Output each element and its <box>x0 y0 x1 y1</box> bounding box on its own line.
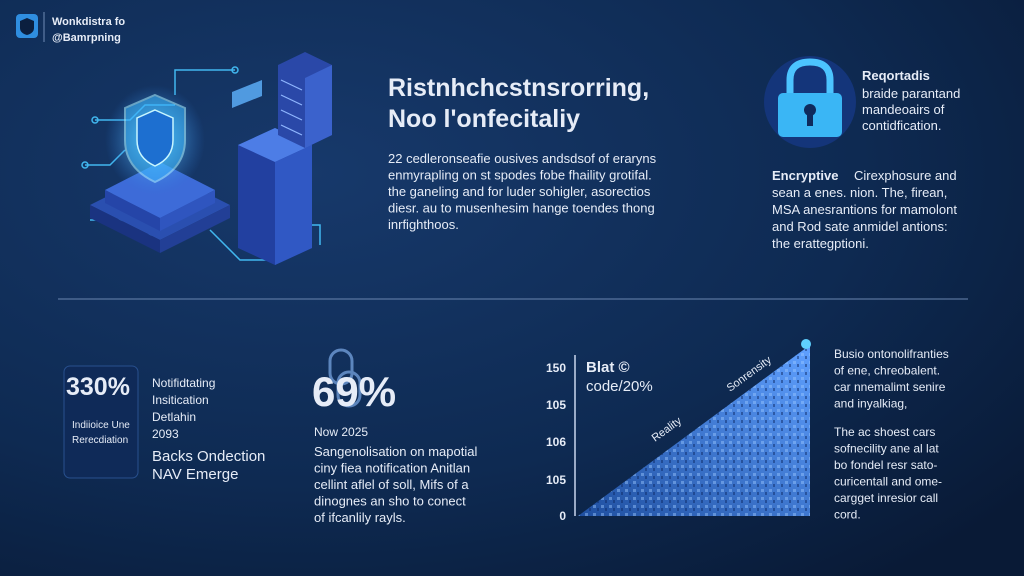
right-text: Busio ontonolifranties of ene, chreobalen… <box>834 347 949 411</box>
stat-text: Indiioice Une <box>72 420 130 431</box>
notify-text: Insitication <box>152 393 209 407</box>
notify-accent: Backs Ondection <box>152 448 265 465</box>
graph-tick-label: 0 <box>559 509 566 523</box>
logo-icon <box>16 12 45 42</box>
encryptive-text: the erattegptioni. <box>772 236 869 251</box>
right-text: curicentall and ome- <box>834 475 942 489</box>
intro-text: the ganeling and for luder sohigler, aso… <box>388 184 651 199</box>
right-text: car nnemalimt senire <box>834 380 946 394</box>
logo-text: @Bamrpning <box>52 32 121 44</box>
encryptive-text: and Rod sate anmidel antions: <box>772 219 948 234</box>
right-text: bo fondel resr sato- <box>834 458 937 472</box>
graph-label: Blat © <box>586 359 630 376</box>
right-text: cargget inresior call <box>834 491 938 505</box>
stat-text: Rerecdiation <box>72 435 128 446</box>
encryptive-text: sean a enes. nion. The, firean, MSA anesr… <box>772 185 957 251</box>
intro-text: diesr. au to musenhesim hange toendes th… <box>388 201 655 216</box>
stat-value: 330% <box>66 373 130 401</box>
stat-text: dinognes an sho to conect <box>314 494 466 509</box>
stat-text: of ifcanlily rayls. <box>314 510 406 525</box>
stat-value: 69% <box>312 368 396 415</box>
panel-text: contidfication. <box>862 118 942 133</box>
right-text: cord. <box>834 508 861 522</box>
right-text: The ac shoest cars sofnecility ane al lat… <box>834 425 942 522</box>
illustration <box>90 52 332 265</box>
stat-text: Sangenolisation on mapotial ciny fiea not… <box>314 444 477 525</box>
graph-ticks: 150 105 106 105 0 <box>546 361 566 523</box>
notify-accent: NAV Emerge <box>152 466 238 483</box>
headline: Ristnhchcstnsrorring, <box>388 74 649 102</box>
notify-text: 2093 <box>152 427 179 441</box>
notify-text: Detlahin <box>152 410 196 424</box>
encryptive-text: Cirexphosure and <box>854 168 957 183</box>
intro-text: 22 cedleronseafie ousives andsdsof of er… <box>388 151 657 232</box>
right-text: Busio ontonolifranties <box>834 347 949 361</box>
headline: Noo l'onfecitaliy <box>388 105 580 133</box>
graph-tick-label: 150 <box>546 361 566 375</box>
right-text: The ac shoest cars <box>834 425 935 439</box>
graph-tick-label: 106 <box>546 435 566 449</box>
right-text: sofnecility ane al lat <box>834 442 939 456</box>
logo-text: Wonkdistra fo <box>52 16 125 28</box>
right-text: and inyalkiag, <box>834 397 907 411</box>
stat-sub: Now 2025 <box>314 425 368 439</box>
graph-label: code/20% <box>586 378 653 395</box>
graph-marker <box>801 339 811 349</box>
graph-tick-label: 105 <box>546 398 566 412</box>
intro-text: 22 cedleronseafie ousives andsdsof of er… <box>388 151 657 166</box>
stat-text: Indiioice Une Rerecdiation <box>72 420 130 446</box>
stat-text: cellint aflel of soll, Mifs of a <box>314 477 469 492</box>
panel-title: Reqortadis <box>862 68 930 83</box>
encryptive-lead: Encryptive <box>772 168 838 183</box>
panel-text: braide parantand <box>862 86 960 101</box>
stat-text: ciny fiea notification Anitlan <box>314 461 470 476</box>
graph-tick-label: 105 <box>546 473 566 487</box>
right-text: of ene, chreobalent. <box>834 364 940 378</box>
stat-box <box>63 365 139 479</box>
intro-text: inrfighthoos. <box>388 217 459 232</box>
notify-text: Notifidtating Insitication Detlahin 2093 <box>152 376 215 441</box>
lock-icon <box>764 56 856 148</box>
stat-text: Sangenolisation on mapotial <box>314 444 477 459</box>
panel-text: mandeoairs of <box>862 102 945 117</box>
notify-text: Notifidtating <box>152 376 215 390</box>
encryptive-text: sean a enes. nion. The, firean, <box>772 185 947 200</box>
encryptive-text: MSA anesrantions for mamolont <box>772 202 957 217</box>
chain-icon <box>328 348 362 408</box>
graph-texture <box>578 345 810 516</box>
intro-text: enmyrapling on st spodes fobe fhaility g… <box>388 168 652 183</box>
